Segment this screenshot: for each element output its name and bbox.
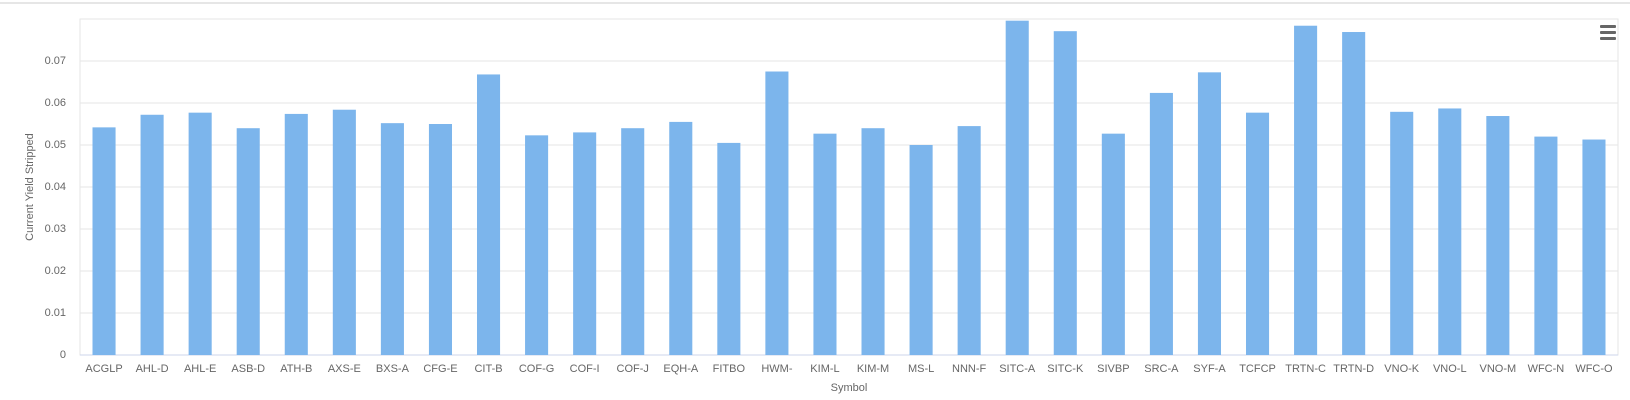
bar <box>1149 92 1173 356</box>
bar <box>861 128 885 355</box>
bar <box>428 124 453 355</box>
bar <box>957 126 981 355</box>
x-tick-label: SITC-A <box>999 363 1036 375</box>
x-tick-label: KIM-M <box>857 363 889 375</box>
x-tick-label: TRTN-D <box>1333 363 1374 375</box>
x-tick-label: ACGLP <box>85 363 122 375</box>
x-tick-label: COF-I <box>570 363 600 375</box>
bar <box>380 123 404 355</box>
y-tick-label: 0.06 <box>45 97 66 109</box>
x-tick-label: BXS-A <box>376 363 410 375</box>
y-tick-label: 0.07 <box>45 55 66 67</box>
bar <box>621 128 645 355</box>
x-tick-label: SITC-K <box>1047 363 1084 375</box>
bar <box>1245 112 1270 355</box>
bar <box>1342 32 1366 356</box>
bar <box>813 133 837 355</box>
y-tick-label: 0.02 <box>45 265 66 277</box>
x-tick-label: VNO-L <box>1433 363 1467 375</box>
bar <box>765 71 789 355</box>
bar <box>669 121 693 356</box>
bar <box>1005 20 1029 356</box>
bar <box>188 112 212 355</box>
x-tick-label: WFC-O <box>1575 363 1613 375</box>
x-axis-title: Symbol <box>831 382 868 394</box>
bar <box>1486 116 1510 356</box>
x-tick-label: SYF-A <box>1193 363 1226 375</box>
x-tick-label: SIVBP <box>1097 363 1129 375</box>
bar <box>236 128 260 355</box>
bar <box>1534 136 1558 355</box>
x-tick-label: AHL-E <box>184 363 216 375</box>
x-tick-label: ATH-B <box>280 363 312 375</box>
x-tick-label: AXS-E <box>328 363 361 375</box>
bar <box>140 114 164 355</box>
x-tick-label: VNO-K <box>1384 363 1420 375</box>
bar <box>1197 72 1222 355</box>
x-tick-label: CFG-E <box>423 363 457 375</box>
x-tick-label: CIT-B <box>474 363 502 375</box>
bar <box>525 135 549 355</box>
x-tick-label: FITBO <box>713 363 746 375</box>
bar <box>1101 133 1125 355</box>
x-tick-label: VNO-M <box>1480 363 1517 375</box>
x-tick-label: MS-L <box>908 363 934 375</box>
y-tick-label: 0.04 <box>45 181 66 193</box>
x-tick-label: WFC-N <box>1528 363 1565 375</box>
bar <box>1053 31 1077 356</box>
menu-icon[interactable] <box>1600 25 1616 40</box>
x-tick-label: COF-G <box>519 363 554 375</box>
y-tick-label: 0.05 <box>45 139 66 151</box>
x-tick-label: NNN-F <box>952 363 986 375</box>
bar <box>573 132 597 355</box>
y-tick-label: 0.01 <box>45 307 66 319</box>
y-tick-label: 0.03 <box>45 223 66 235</box>
bar <box>1582 139 1606 355</box>
x-tick-label: TCFCP <box>1239 363 1276 375</box>
bar <box>1390 111 1414 355</box>
bar <box>717 142 741 355</box>
bar <box>92 127 116 355</box>
x-tick-label: HWM- <box>761 363 792 375</box>
bar <box>1294 25 1318 355</box>
bar <box>1438 108 1462 356</box>
y-tick-label: 0 <box>60 349 66 361</box>
x-tick-label: ASB-D <box>231 363 265 375</box>
x-tick-label: AHL-D <box>136 363 169 375</box>
bar <box>284 113 308 355</box>
x-tick-label: KIM-L <box>810 363 839 375</box>
x-tick-label: SRC-A <box>1144 363 1179 375</box>
x-tick-label: COF-J <box>617 363 649 375</box>
x-tick-label: TRTN-C <box>1285 363 1326 375</box>
y-axis-title: Current Yield Stripped <box>24 133 36 241</box>
bar <box>476 74 501 355</box>
x-tick-label: EQH-A <box>663 363 699 375</box>
bar <box>332 109 356 355</box>
bar <box>909 145 933 355</box>
